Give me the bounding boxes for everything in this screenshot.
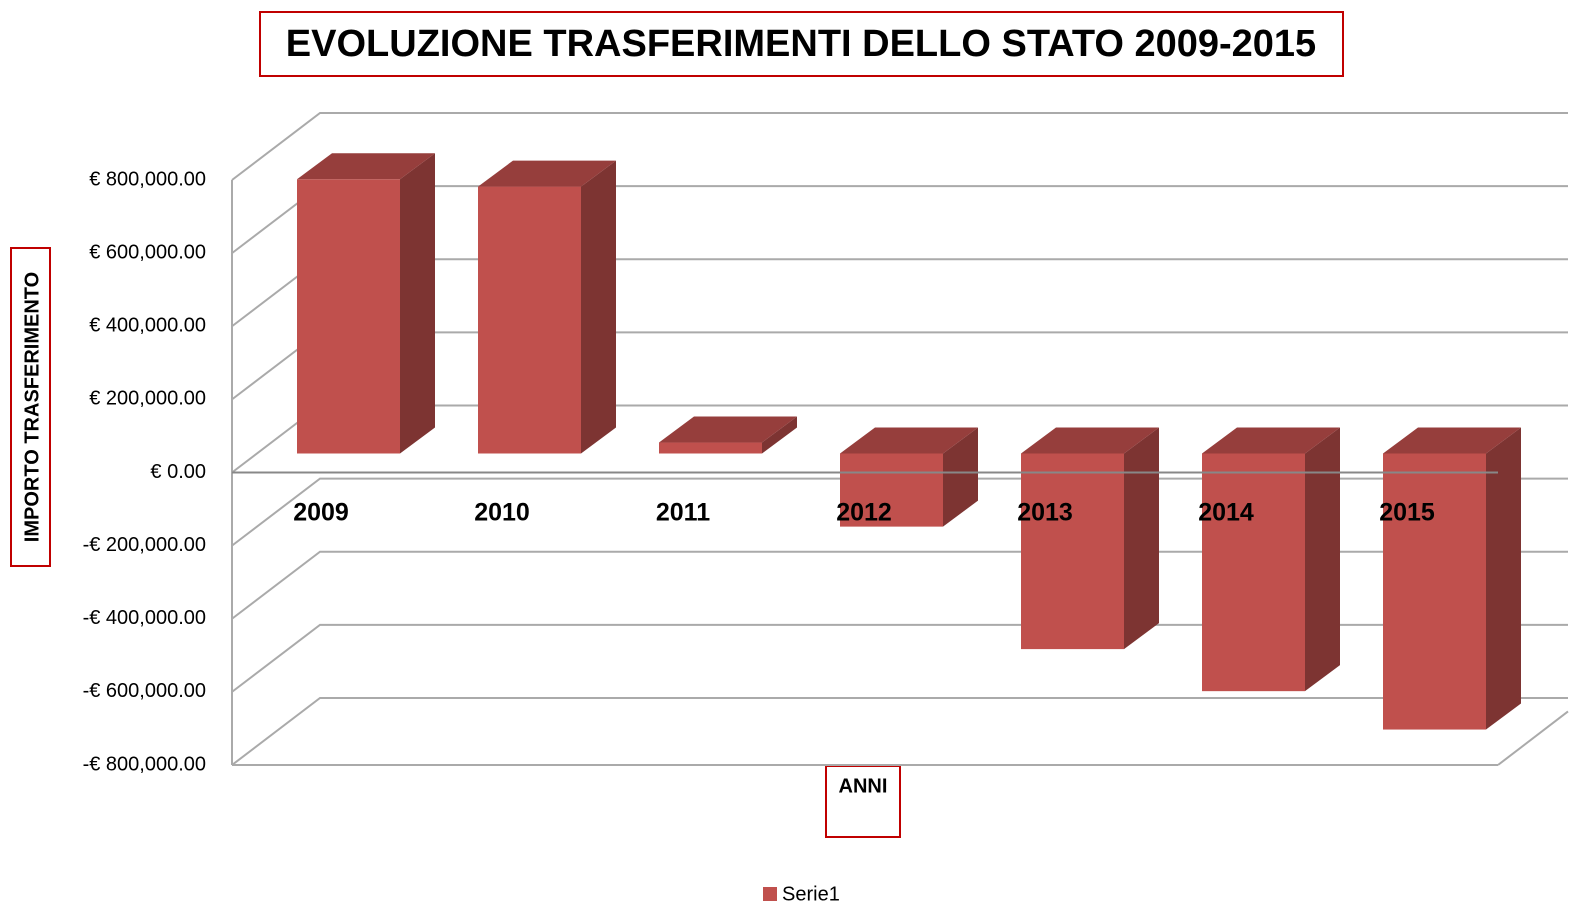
x-tick-label: 2009 [293, 499, 349, 527]
bar-side [1124, 427, 1159, 650]
y-tick-label: € 800,000.00 [89, 168, 206, 190]
bar [478, 186, 581, 454]
bar [297, 179, 400, 454]
bar [1383, 453, 1486, 730]
bar-top [297, 153, 435, 180]
bar-top [1021, 427, 1159, 454]
bar-side [762, 416, 797, 454]
y-tick-label: -€ 800,000.00 [83, 753, 206, 775]
legend-label: Serie1 [782, 883, 840, 905]
y-tick-label: € 200,000.00 [89, 388, 206, 410]
bar-side [1305, 427, 1340, 692]
x-tick-label: 2010 [474, 499, 530, 527]
bar [840, 453, 943, 527]
bar-side [581, 160, 616, 454]
bar-top [1202, 427, 1340, 454]
chart-title: EVOLUZIONE TRASFERIMENTI DELLO STATO 200… [286, 23, 1316, 65]
x-tick-label: 2013 [1017, 499, 1073, 527]
legend-swatch [763, 887, 777, 901]
y-tick-label: € 600,000.00 [89, 241, 206, 263]
x-tick-label: 2014 [1198, 499, 1254, 527]
grid-line [231, 697, 1568, 766]
bar-top [478, 160, 616, 187]
y-tick-label: € 400,000.00 [89, 315, 206, 337]
x-axis-label: ANNI [839, 775, 888, 797]
y-tick-label: -€ 400,000.00 [83, 607, 206, 629]
floor-edge [1497, 710, 1569, 766]
grid-line [231, 112, 1568, 181]
bar-top [1383, 427, 1521, 454]
grid-line [231, 623, 1568, 693]
bar-side [943, 427, 978, 527]
y-label-box [10, 247, 51, 567]
bar-top [659, 416, 797, 443]
x-tick-label: 2015 [1379, 499, 1435, 527]
y-axis-label: IMPORTO TRASFERIMENTO [21, 272, 43, 542]
y-tick-label: € 0.00 [150, 461, 206, 483]
bar-top [840, 427, 978, 454]
bar-side [400, 153, 435, 454]
x-tick-label: 2012 [836, 499, 892, 527]
bar-side [1486, 427, 1521, 730]
y-tick-label: -€ 200,000.00 [83, 534, 206, 556]
grid-line [231, 550, 1568, 620]
x-tick-label: 2011 [656, 499, 710, 527]
y-tick-label: -€ 600,000.00 [83, 680, 206, 702]
bar [1202, 453, 1305, 692]
bar [659, 442, 762, 454]
bar [1021, 453, 1124, 650]
title-box [259, 11, 1344, 77]
